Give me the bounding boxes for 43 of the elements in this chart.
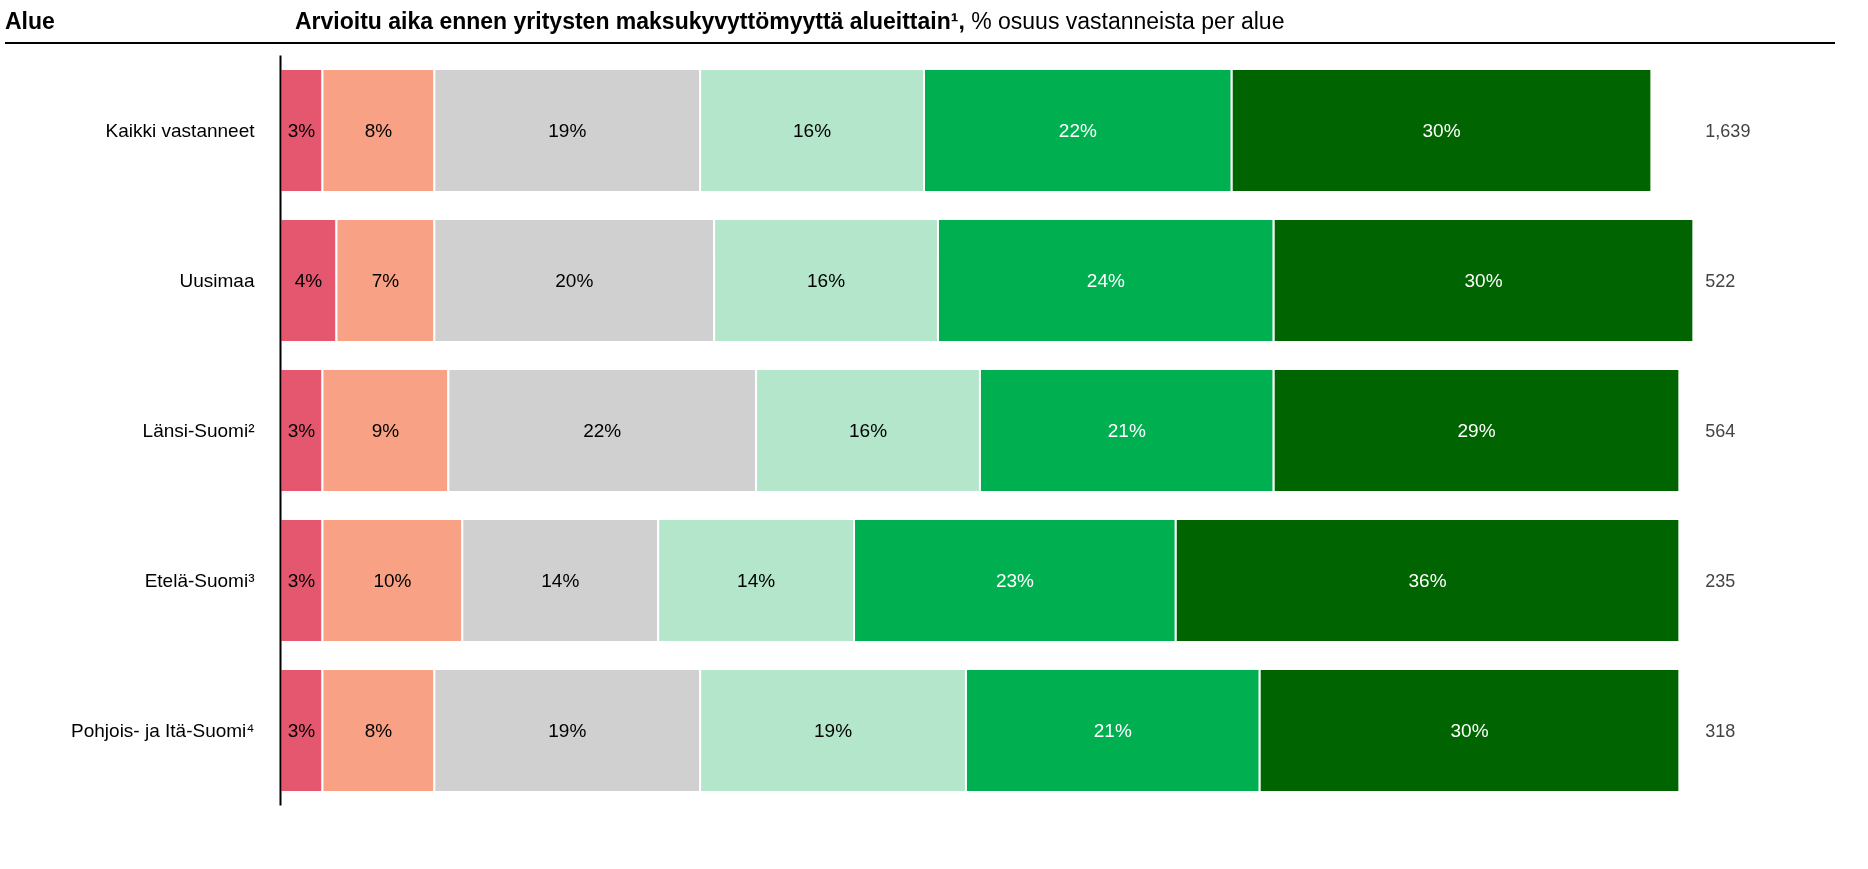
data-label: 16% (807, 270, 846, 291)
data-label: 36% (1408, 570, 1447, 591)
data-label: 14% (541, 570, 580, 591)
data-label: 3% (287, 570, 316, 591)
data-label: 30% (1450, 720, 1489, 741)
text: 318 (1705, 721, 1736, 741)
y-tick-label: Uusimaa (179, 270, 255, 291)
data-label: 8% (364, 120, 393, 141)
text: 522 (1705, 271, 1736, 291)
data-label: 29% (1457, 420, 1496, 441)
text: 235 (1705, 571, 1736, 591)
data-label: 8% (364, 720, 393, 741)
data-label: 7% (371, 270, 400, 291)
data-label: 21% (1093, 720, 1132, 741)
data-label: 24% (1086, 270, 1125, 291)
y-tick-label: Etelä-Suomi³ (144, 570, 255, 591)
data-label: 20% (555, 270, 594, 291)
y-tick-label: Länsi-Suomi² (142, 420, 255, 441)
y-tick-label: Kaikki vastanneet (105, 120, 256, 141)
data-label: 30% (1464, 270, 1503, 291)
data-label: 10% (373, 570, 412, 591)
chart-subtitle: % osuus vastanneista per alue (971, 8, 1285, 34)
data-label: 14% (737, 570, 776, 591)
data-label: 22% (583, 420, 622, 441)
data-label: 3% (287, 720, 316, 741)
y-axis-title: Alue (5, 7, 56, 36)
chart-title: Arvioitu aika ennen yritysten maksukyvyttömyyttä alueittain¹, (295, 8, 965, 34)
data-label: 16% (793, 120, 832, 141)
data-label: 9% (371, 420, 400, 441)
data-label: 16% (849, 420, 888, 441)
data-label: 30% (1422, 120, 1461, 141)
data-label: 21% (1107, 420, 1146, 441)
data-label: 3% (287, 120, 316, 141)
data-label: 22% (1058, 120, 1097, 141)
data-label: 3% (287, 420, 316, 441)
data-label: 19% (548, 120, 587, 141)
data-label: 19% (814, 720, 853, 741)
data-label: 19% (548, 720, 587, 741)
y-tick-label: Pohjois- ja Itä-Suomi⁴ (71, 720, 255, 741)
text: 564 (1705, 421, 1736, 441)
text: 1,639 (1705, 121, 1751, 141)
data-label: 4% (294, 270, 323, 291)
data-label: 23% (995, 570, 1035, 591)
